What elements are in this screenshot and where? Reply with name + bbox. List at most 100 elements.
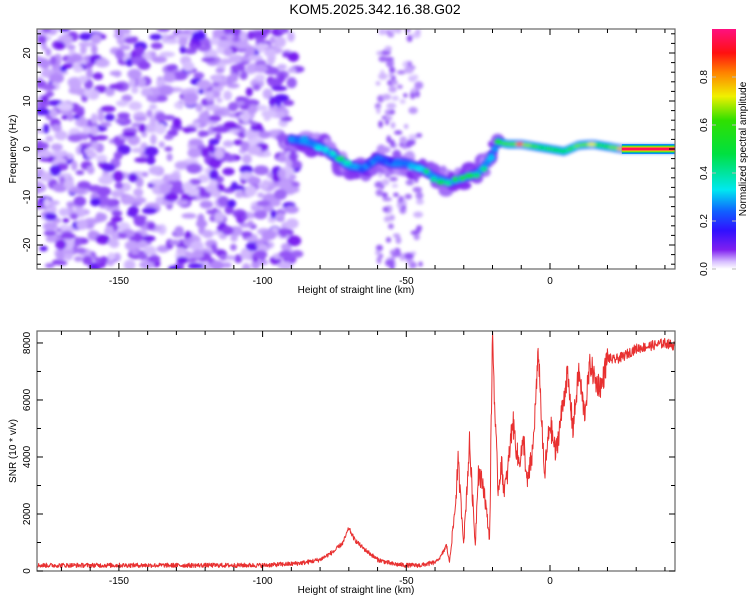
spectrogram-cell	[107, 252, 116, 261]
spectrogram-cell	[413, 211, 424, 218]
spectrogram-cell	[49, 108, 58, 118]
spectrogram-cell	[247, 220, 254, 227]
spectrogram-cell	[399, 136, 408, 144]
spectrogram-cell	[188, 138, 204, 147]
spectrogram-cell	[222, 167, 235, 176]
spectrogram-cell	[392, 149, 402, 160]
spectrogram-cell	[245, 87, 253, 97]
spectrogram-cell	[551, 148, 561, 152]
spectrogram-cell	[166, 153, 173, 162]
spectrogram-cell	[134, 157, 150, 163]
spectrogram-cell	[287, 31, 295, 42]
spectrogram-cell	[91, 44, 98, 55]
spectrogram-cell	[174, 160, 189, 170]
spectrogram-cell	[111, 210, 123, 217]
snr-y-tick-label: 4000	[22, 445, 33, 468]
spectrogram-cell	[146, 94, 158, 101]
spectrogram-cell	[113, 151, 123, 160]
spectrogram-cell	[375, 244, 383, 252]
spectrogram-cell	[285, 218, 299, 229]
spectrogram-cell	[358, 166, 366, 173]
spectrogram-cell	[168, 186, 181, 195]
spectrogram-cell	[119, 44, 131, 51]
spectrogram-cell	[48, 72, 65, 84]
spectrogram-cell	[154, 95, 168, 102]
spectrogram-cell	[58, 208, 70, 217]
spectrogram-cell	[130, 249, 140, 255]
spectrogram-cell	[96, 154, 108, 163]
spectrogram-cell	[403, 123, 409, 129]
spectrogram-cell	[110, 216, 123, 223]
spectrogram-cell	[167, 173, 181, 182]
spectrogram-cell	[404, 193, 412, 200]
spectrogram-cell	[242, 154, 252, 164]
spectrogram-cell	[143, 146, 159, 157]
spectrogram-y-tick-label: -10	[22, 189, 33, 204]
spectrogram-cell	[80, 44, 87, 55]
snr-x-axis-label: Height of straight line (km)	[298, 585, 415, 596]
spectrogram-cell	[43, 198, 51, 208]
spectrogram-cell	[288, 152, 298, 162]
spectrogram-cell	[274, 36, 287, 48]
spectrogram-cell	[111, 190, 123, 198]
spectrogram-cell	[416, 225, 423, 232]
snr-y-axis-label: SNR (10 * v/v)	[8, 419, 19, 483]
spectrogram-cell	[50, 143, 63, 151]
spectrogram-cell	[375, 81, 381, 86]
spectrogram-cell	[186, 163, 202, 174]
spectrogram-cell	[284, 255, 296, 262]
spectrogram-cell	[415, 191, 424, 200]
spectrogram-cell	[90, 113, 98, 124]
spectrogram-cell	[256, 43, 266, 53]
spectrogram-cell	[406, 139, 415, 146]
spectrogram-cell	[187, 262, 204, 269]
spectrogram-cell	[291, 250, 304, 258]
spectrogram-cell	[280, 242, 292, 252]
spectrogram-cell	[222, 140, 234, 148]
spectrogram-cell	[287, 235, 302, 247]
spectrogram-cell	[37, 108, 50, 116]
spectrogram-cell	[408, 134, 418, 140]
spectrogram-cell	[403, 93, 408, 98]
spectrogram-cell	[385, 29, 391, 36]
spectrogram-cell	[225, 255, 236, 261]
spectrogram-cell	[376, 106, 381, 114]
spectrogram-cell	[149, 179, 165, 185]
spectrogram-cell	[193, 72, 205, 80]
spectrogram-cell	[381, 178, 390, 186]
spectrogram-cell	[148, 103, 158, 110]
spectrogram-cell	[250, 120, 257, 127]
spectrogram-cell	[261, 230, 277, 241]
spectrogram-cell	[127, 68, 142, 80]
spectrogram-cell	[196, 79, 212, 90]
spectrogram-cell	[458, 175, 466, 181]
spectrogram-cell	[381, 192, 388, 198]
snr-y-tick-label: 8000	[22, 331, 33, 354]
spectrogram-cell	[78, 75, 88, 83]
spectrogram-cell	[37, 149, 52, 158]
snr-frame	[36, 330, 676, 572]
spectrogram-cell	[74, 236, 82, 247]
spectrogram-cell	[501, 142, 510, 146]
spectrogram-cell	[544, 146, 553, 151]
spectrogram-cell	[278, 180, 293, 191]
spectrogram-cell	[47, 200, 60, 206]
spectrogram-cell	[164, 146, 173, 152]
spectrogram-cell	[211, 75, 224, 83]
spectrogram-cell	[515, 142, 525, 146]
spectrogram-cell	[378, 157, 389, 164]
spectrogram-cell	[78, 41, 94, 47]
spectrogram-cell	[115, 117, 126, 124]
spectrogram-cell	[52, 183, 68, 193]
spectrogram-cell	[219, 253, 228, 261]
spectrogram-cell	[375, 189, 384, 197]
spectrogram-cell	[389, 109, 395, 115]
spectrogram-cell	[400, 160, 410, 167]
spectrogram-cell	[195, 103, 204, 113]
spectrogram-cell	[452, 176, 459, 183]
spectrogram-cell	[256, 200, 271, 207]
spectrogram-cell	[82, 255, 93, 266]
spectrogram-cell	[412, 186, 423, 193]
spectrogram-cell	[239, 113, 251, 121]
